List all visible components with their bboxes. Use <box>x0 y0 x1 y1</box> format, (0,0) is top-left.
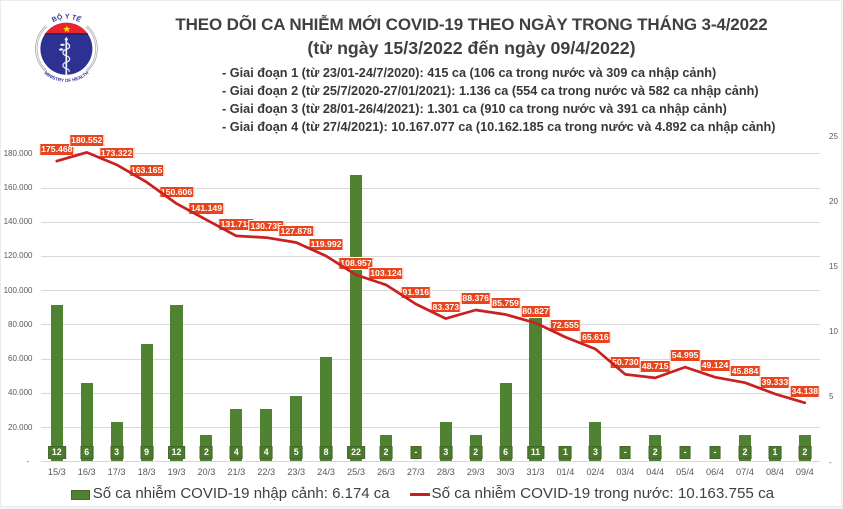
svg-text:BỘ Y TẾ: BỘ Y TẾ <box>51 12 84 24</box>
